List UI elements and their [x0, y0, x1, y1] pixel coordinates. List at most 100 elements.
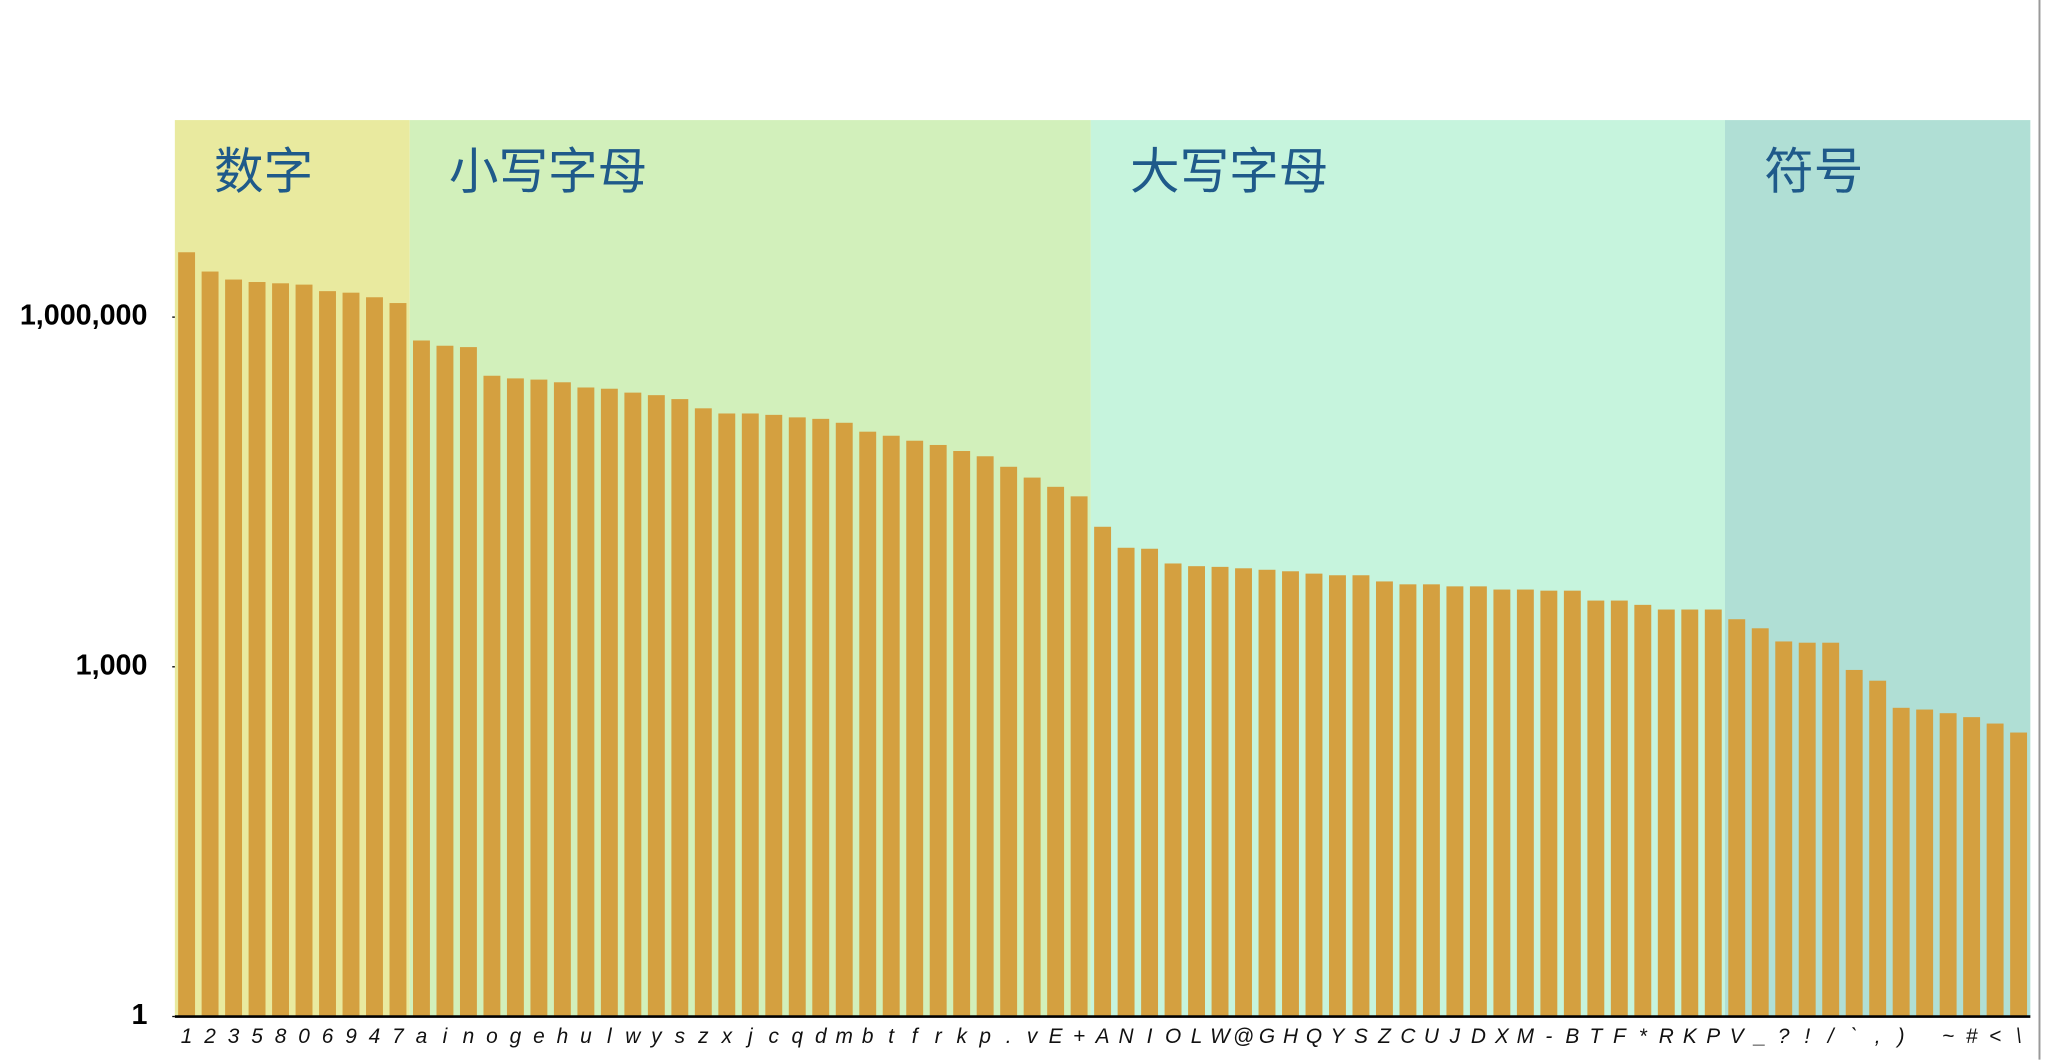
- bar: [741, 413, 759, 1017]
- x-tick-label: m: [836, 1025, 853, 1048]
- bar: [413, 340, 430, 1017]
- bar: [1634, 604, 1652, 1017]
- bar: [530, 379, 548, 1017]
- bar: [1775, 641, 1793, 1017]
- x-tick-label: N: [1119, 1025, 1135, 1048]
- x-tick-label: p: [978, 1025, 991, 1048]
- x-tick-label: S: [1354, 1025, 1368, 1048]
- bar: [1094, 526, 1112, 1017]
- group-label: 小写字母: [449, 142, 647, 200]
- bar: [553, 382, 571, 1017]
- bar: [647, 395, 665, 1017]
- bar: [1916, 709, 1934, 1017]
- x-tick-label: 1: [181, 1025, 193, 1048]
- x-tick-label: k: [956, 1025, 968, 1048]
- x-tick-label: e: [533, 1025, 545, 1048]
- x-tick-label: *: [1639, 1025, 1648, 1048]
- bar: [1540, 590, 1558, 1017]
- bar: [225, 279, 243, 1017]
- x-tick-label: u: [580, 1025, 592, 1048]
- x-tick-label: V: [1730, 1025, 1746, 1048]
- bar: [178, 252, 196, 1017]
- x-tick-label: h: [557, 1025, 569, 1048]
- bar: [459, 347, 477, 1017]
- bar: [1352, 575, 1370, 1017]
- bar: [812, 418, 830, 1017]
- x-tick-label: 9: [345, 1025, 357, 1048]
- bar: [1516, 589, 1534, 1017]
- x-tick-label: C: [1400, 1025, 1416, 1048]
- bar: [1375, 581, 1393, 1017]
- bar: [506, 378, 524, 1017]
- bar: [1563, 590, 1581, 1017]
- x-tick-label: 7: [392, 1025, 405, 1048]
- bar: [835, 422, 853, 1017]
- x-tick-label: i: [443, 1025, 449, 1048]
- x-tick-label: z: [697, 1025, 709, 1048]
- x-tick-label: P: [1706, 1025, 1720, 1048]
- x-tick-label: 2: [203, 1025, 216, 1048]
- bar: [201, 271, 219, 1017]
- x-tick-label: 6: [322, 1025, 334, 1048]
- x-tick-label: \: [2016, 1025, 2022, 1048]
- x-tick-label: ,: [1875, 1025, 1881, 1048]
- x-tick-label: Q: [1306, 1025, 1322, 1048]
- x-tick-label: `: [1851, 1025, 1858, 1048]
- x-tick-label: f: [912, 1025, 920, 1048]
- y-tick-label: 1,000: [76, 649, 148, 681]
- bar: [1164, 563, 1182, 1017]
- bar: [389, 303, 407, 1017]
- bar: [600, 388, 618, 1017]
- bar: [1047, 486, 1065, 1017]
- x-tick-label: 4: [369, 1025, 381, 1048]
- x-tick-label: G: [1259, 1025, 1275, 1048]
- group-label: 数字: [214, 142, 313, 200]
- x-tick-label: I: [1147, 1025, 1153, 1048]
- x-tick-label: @: [1233, 1025, 1254, 1048]
- bar: [1657, 609, 1675, 1017]
- bar: [1704, 609, 1722, 1017]
- bar: [976, 456, 994, 1017]
- x-tick-label: U: [1424, 1025, 1440, 1048]
- x-tick-label: +: [1073, 1025, 1085, 1048]
- bar: [1681, 609, 1699, 1017]
- x-tick-label: #: [1966, 1025, 1978, 1048]
- bar: [483, 375, 501, 1017]
- bar: [1141, 548, 1159, 1017]
- x-tick-label: H: [1283, 1025, 1299, 1048]
- x-tick-label: j: [745, 1025, 754, 1048]
- bar: [319, 291, 336, 1017]
- bar: [2010, 732, 2028, 1017]
- x-tick-label: y: [649, 1025, 663, 1048]
- x-tick-label: x: [721, 1025, 734, 1048]
- y-tick-label: 1: [131, 999, 147, 1031]
- x-tick-label: Z: [1377, 1025, 1392, 1048]
- bar: [272, 283, 289, 1017]
- bar: [1939, 713, 1957, 1017]
- group-label: 大写字母: [1130, 142, 1328, 200]
- bar: [1282, 571, 1299, 1017]
- x-tick-label: q: [791, 1025, 803, 1048]
- bar: [1446, 586, 1464, 1017]
- x-tick-label: ~: [1942, 1025, 1954, 1048]
- bar: [718, 413, 736, 1017]
- x-tick-label: R: [1659, 1025, 1674, 1048]
- bar: [366, 297, 383, 1017]
- bar: [882, 435, 900, 1017]
- bar: [1869, 680, 1887, 1017]
- bar: [788, 417, 806, 1017]
- bar: [1469, 586, 1487, 1017]
- x-tick-label: /: [1826, 1025, 1836, 1048]
- x-tick-label: O: [1165, 1025, 1181, 1048]
- bar: [694, 408, 712, 1017]
- bar: [1587, 600, 1605, 1017]
- x-tick-label: A: [1094, 1025, 1110, 1048]
- x-tick-label: 5: [251, 1025, 263, 1048]
- bar: [1023, 477, 1041, 1017]
- bar: [1399, 584, 1417, 1017]
- x-tick-label: !: [1804, 1025, 1810, 1048]
- bar: [929, 444, 947, 1017]
- bar: [1211, 566, 1229, 1017]
- x-tick-label: W: [1210, 1025, 1232, 1048]
